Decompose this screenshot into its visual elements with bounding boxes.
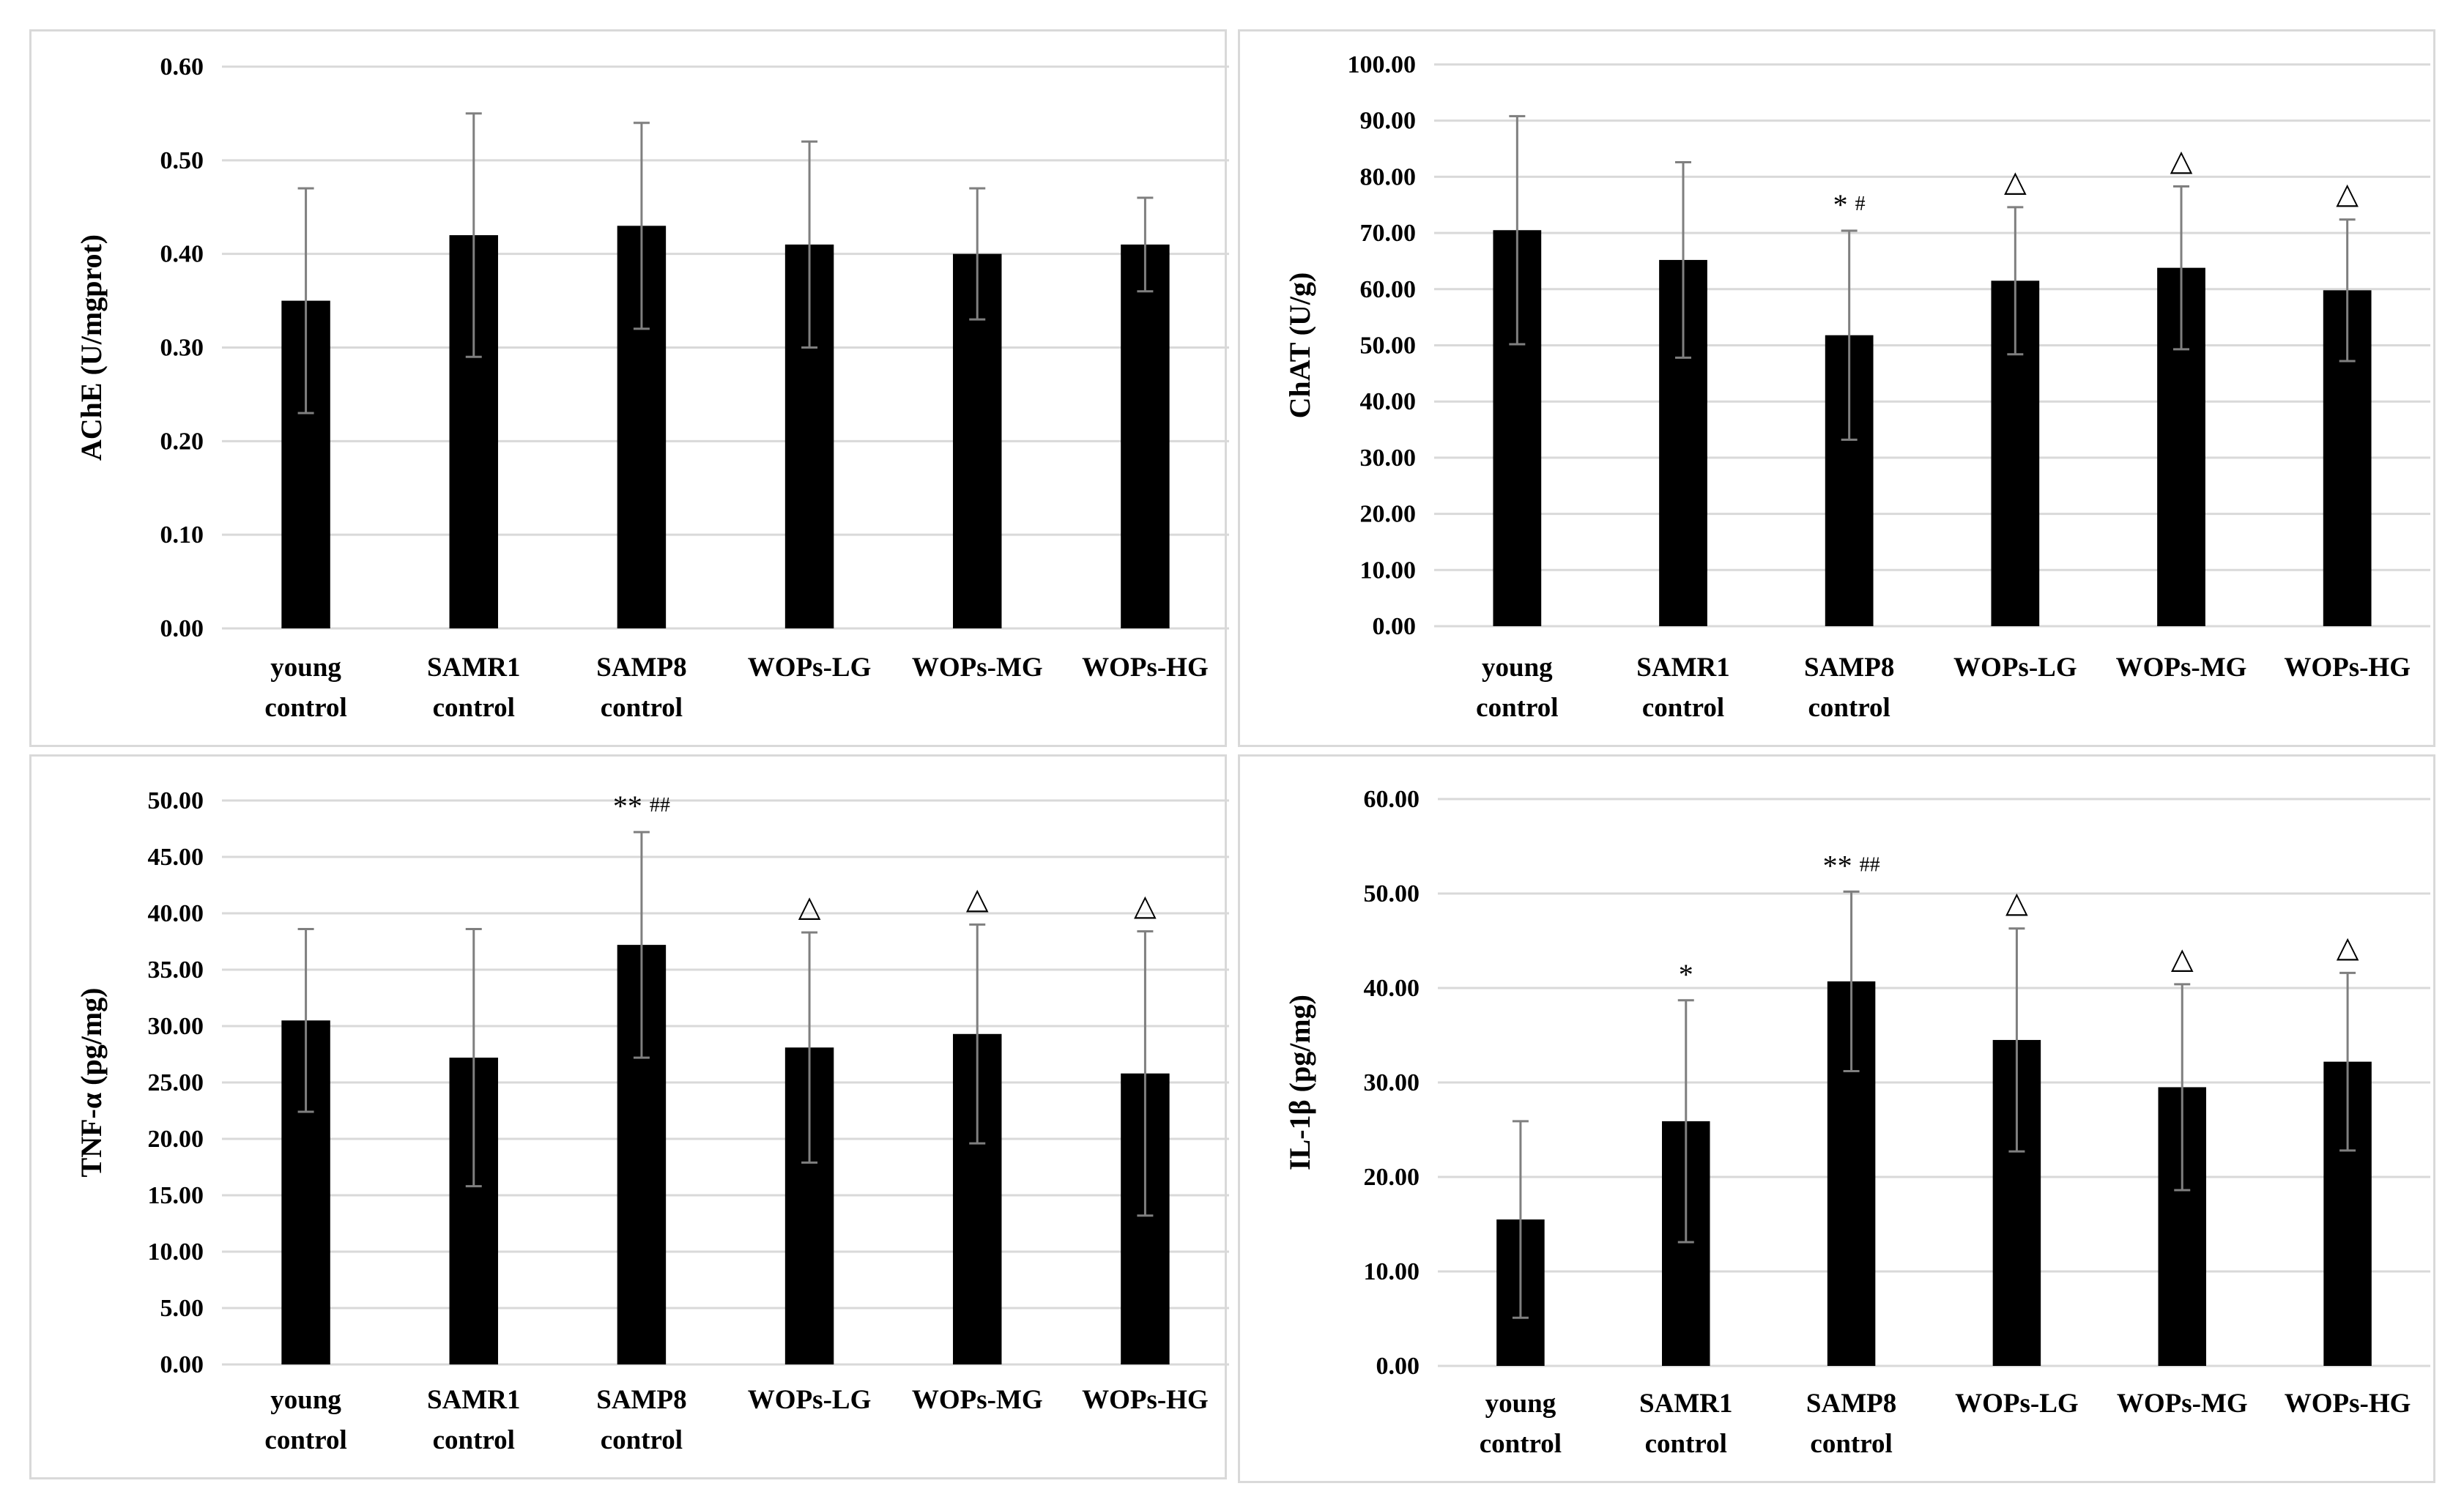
x-category-label: control <box>1810 1429 1892 1459</box>
y-tick-label: 90.00 <box>1360 108 1417 135</box>
y-tick-label: 60.00 <box>1364 786 1420 813</box>
significance-marker: ** ## <box>1823 849 1880 882</box>
y-tick-label: 35.00 <box>148 957 204 984</box>
y-tick-label: 70.00 <box>1360 220 1417 247</box>
y-tick-label: 0.00 <box>160 615 204 642</box>
y-tick-label: 0.00 <box>160 1351 204 1378</box>
x-category-label: control <box>1476 693 1558 723</box>
x-category-label: young <box>1485 1389 1556 1419</box>
x-category-label: WOPs-MG <box>2116 653 2247 683</box>
y-tick-label: 30.00 <box>1360 445 1417 472</box>
y-tick-label: 0.60 <box>160 53 204 81</box>
x-category-label: control <box>264 1425 346 1455</box>
y-tick-label: 45.00 <box>148 844 204 871</box>
significance-marker: △ <box>2171 942 2194 975</box>
x-category-label: control <box>1480 1429 1562 1459</box>
significance-marker: △ <box>2336 177 2359 210</box>
significance-marker: * <box>1679 958 1693 991</box>
x-category-label: young <box>1482 653 1553 683</box>
x-category-label: WOPs-HG <box>1082 653 1209 683</box>
y-tick-label: 0.30 <box>160 335 204 362</box>
y-tick-label: 60.00 <box>1360 276 1417 303</box>
y-tick-label: 0.00 <box>1376 1353 1420 1380</box>
chart-panel-tnf: 0.00 5.00 10.00 15.00 20.00 25.00 30.00 35.00 40… <box>29 754 1229 1479</box>
significance-marker: △ <box>798 890 821 923</box>
x-category-label: WOPs-HG <box>2285 1389 2411 1419</box>
y-tick-label: 20.00 <box>148 1126 204 1153</box>
y-tick-label: 10.00 <box>1360 557 1417 584</box>
x-category-label: WOPs-MG <box>912 653 1043 683</box>
x-category-label: SAMR1 <box>1636 653 1729 683</box>
y-axis-title: AChE (U/mgprot) <box>75 234 108 461</box>
x-category-label: control <box>433 693 515 723</box>
y-tick-label: 100.00 <box>1348 51 1417 78</box>
y-tick-label: 30.00 <box>1364 1069 1420 1096</box>
x-category-label: WOPs-LG <box>748 653 872 683</box>
x-category-label: SAMR1 <box>1639 1389 1732 1419</box>
x-category-label: SAMR1 <box>427 1385 520 1415</box>
y-axis-title: TNF-α (pg/mg) <box>75 988 108 1178</box>
y-tick-label: 50.00 <box>1364 880 1420 907</box>
significance-marker: △ <box>2337 930 2359 963</box>
chart-panel-il1b: 0.00 10.00 20.00 30.00 40.00 50.00 60.00 IL-1β … <box>1238 754 2435 1483</box>
y-tick-label: 40.00 <box>1364 975 1420 1002</box>
significance-marker: △ <box>2004 165 2027 198</box>
y-tick-label: 40.00 <box>148 900 204 927</box>
y-tick-label: 10.00 <box>1364 1258 1420 1285</box>
y-axis-title: ChAT (U/g) <box>1283 272 1316 419</box>
significance-marker: △ <box>2005 886 2028 919</box>
y-tick-label: 15.00 <box>148 1182 204 1209</box>
x-category-label: control <box>1642 693 1724 723</box>
chart-panel-chat: 0.00 10.00 20.00 30.00 40.00 50.00 60.00 70.00 8… <box>1238 29 2435 747</box>
y-tick-label: 20.00 <box>1360 501 1417 528</box>
x-category-label: SAMP8 <box>596 653 686 683</box>
x-category-label: control <box>601 1425 683 1455</box>
x-category-label: WOPs-LG <box>1955 1389 2079 1419</box>
y-tick-label: 0.10 <box>160 521 204 549</box>
y-tick-label: 0.20 <box>160 428 204 455</box>
significance-marker: △ <box>966 882 989 915</box>
x-category-label: WOPs-MG <box>2117 1389 2248 1419</box>
tnf-alpha-chart: 0.00 5.00 10.00 15.00 20.00 25.00 30.00 35.00 40… <box>75 787 1229 1455</box>
x-category-label: control <box>1645 1429 1727 1459</box>
x-category-label: WOPs-HG <box>1082 1385 1209 1415</box>
x-category-label: SAMP8 <box>596 1385 686 1415</box>
x-category-label: WOPs-HG <box>2284 653 2411 683</box>
y-tick-label: 10.00 <box>148 1238 204 1266</box>
x-category-label: SAMP8 <box>1804 653 1894 683</box>
y-tick-label: 40.00 <box>1360 388 1417 415</box>
x-category-label: WOPs-MG <box>912 1385 1043 1415</box>
y-tick-label: 0.50 <box>160 147 204 174</box>
y-tick-label: 25.00 <box>148 1069 204 1096</box>
x-category-label: control <box>264 693 346 723</box>
y-axis-title: IL-1β (pg/mg) <box>1283 995 1316 1170</box>
x-category-label: control <box>1808 693 1890 723</box>
significance-marker: △ <box>1134 889 1157 922</box>
x-category-label: young <box>270 1385 341 1415</box>
y-tick-label: 30.00 <box>148 1013 204 1040</box>
y-tick-label: 50.00 <box>148 787 204 814</box>
significance-marker: * # <box>1833 188 1866 221</box>
x-category-label: WOPs-LG <box>748 1385 872 1415</box>
y-tick-label: 5.00 <box>160 1295 204 1322</box>
y-tick-label: 0.40 <box>160 241 204 268</box>
x-category-label: SAMR1 <box>427 653 520 683</box>
ache-chart: 0.00 0.10 0.20 0.30 0.40 0.50 0.60 AChE (U/mgpr… <box>75 53 1229 723</box>
y-tick-label: 50.00 <box>1360 333 1417 360</box>
y-tick-label: 20.00 <box>1364 1164 1420 1191</box>
chat-chart: 0.00 10.00 20.00 30.00 40.00 50.00 60.00 70.00 8… <box>1283 51 2430 723</box>
x-category-label: control <box>433 1425 515 1455</box>
chart-panel-ache: 0.00 0.10 0.20 0.30 0.40 0.50 0.60 AChE (U/mgpr… <box>29 29 1229 747</box>
significance-marker: ** ## <box>613 790 670 822</box>
x-category-label: young <box>270 653 341 683</box>
x-category-label: WOPs-LG <box>1953 653 2077 683</box>
bar <box>1121 244 1170 629</box>
y-tick-label: 80.00 <box>1360 163 1417 190</box>
y-tick-label: 0.00 <box>1373 613 1417 640</box>
x-category-label: control <box>601 693 683 723</box>
significance-marker: △ <box>2170 144 2193 177</box>
il-1beta-chart: 0.00 10.00 20.00 30.00 40.00 50.00 60.00 IL-1β … <box>1283 786 2430 1459</box>
x-category-label: SAMP8 <box>1806 1389 1896 1419</box>
